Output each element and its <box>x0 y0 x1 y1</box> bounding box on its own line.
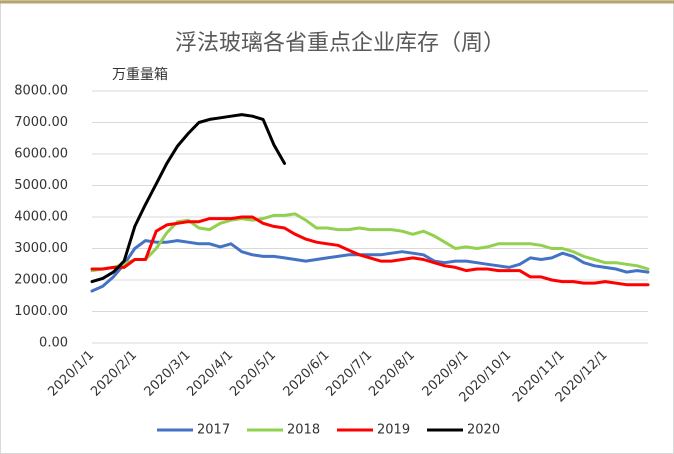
series-line <box>90 215 650 287</box>
y-tick-label: 3000.00 <box>14 241 68 256</box>
y-tick-label: 7000.00 <box>14 115 68 130</box>
y-tick-label: 4000.00 <box>14 210 68 225</box>
y-tick-label: 0.00 <box>39 336 68 351</box>
y-tick-label: 6000.00 <box>14 147 68 162</box>
y-axis-unit: 万重量箱 <box>112 67 168 83</box>
y-tick-label: 8000.00 <box>14 84 68 99</box>
y-tick-label: 5000.00 <box>14 178 68 193</box>
y-tick-label: 1000.00 <box>14 304 68 319</box>
chart-title: 浮法玻璃各省重点企业库存（周） <box>175 31 505 56</box>
series-line <box>90 212 650 273</box>
series-line <box>90 239 650 293</box>
legend-label: 2017 <box>197 423 230 438</box>
y-tick-label: 2000.00 <box>14 273 68 288</box>
legend-label: 2020 <box>467 423 500 438</box>
legend-label: 2019 <box>377 423 410 438</box>
legend-label: 2018 <box>287 423 320 438</box>
series-line <box>90 113 286 284</box>
